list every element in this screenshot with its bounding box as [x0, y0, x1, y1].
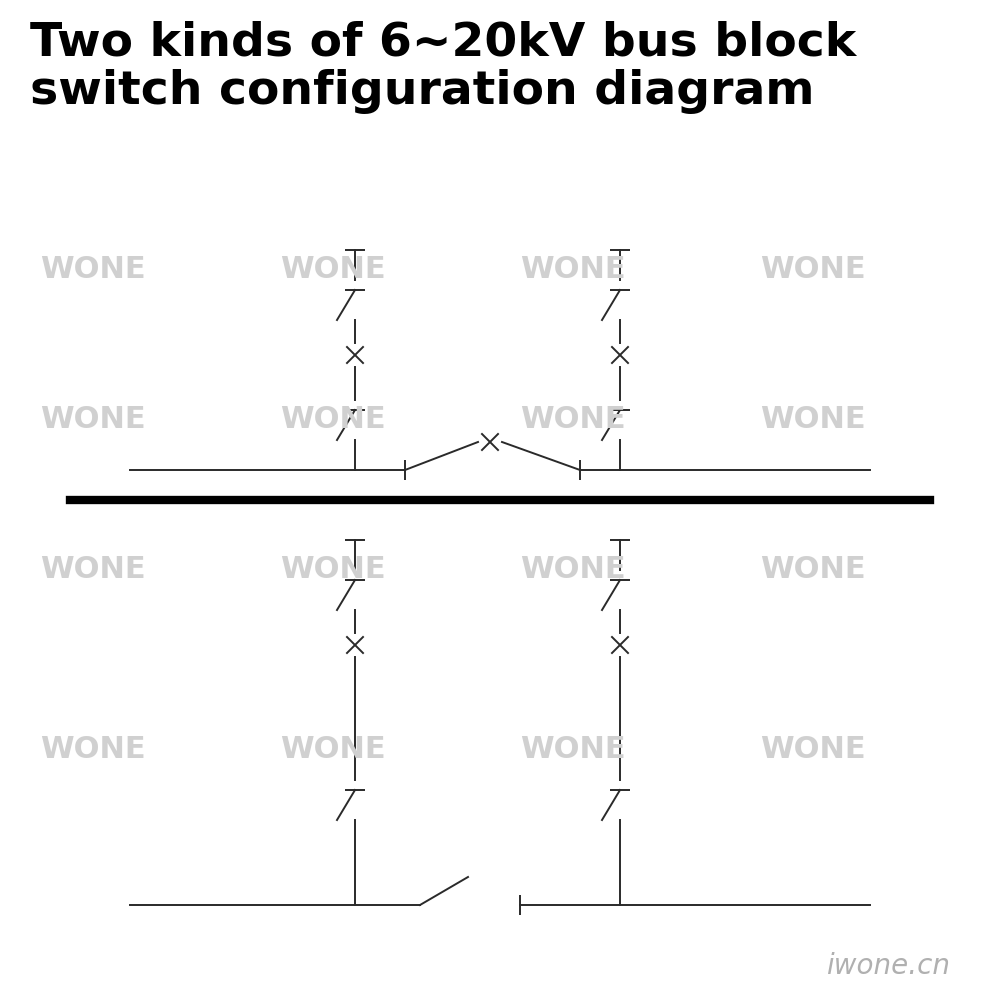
Text: WONE: WONE [760, 406, 866, 434]
Text: WONE: WONE [280, 406, 386, 434]
Text: WONE: WONE [520, 556, 626, 584]
Text: WONE: WONE [760, 255, 866, 284]
Text: WONE: WONE [40, 556, 146, 584]
Text: WONE: WONE [40, 255, 146, 284]
Text: WONE: WONE [520, 406, 626, 434]
Text: iwone.cn: iwone.cn [826, 952, 950, 980]
Text: WONE: WONE [520, 255, 626, 284]
Text: WONE: WONE [280, 255, 386, 284]
Text: WONE: WONE [40, 736, 146, 764]
Text: WONE: WONE [520, 736, 626, 764]
Text: WONE: WONE [760, 736, 866, 764]
Text: WONE: WONE [760, 556, 866, 584]
Text: WONE: WONE [280, 556, 386, 584]
Text: WONE: WONE [40, 406, 146, 434]
Text: Two kinds of 6~20kV bus block
switch configuration diagram: Two kinds of 6~20kV bus block switch con… [30, 20, 856, 113]
Text: WONE: WONE [280, 736, 386, 764]
